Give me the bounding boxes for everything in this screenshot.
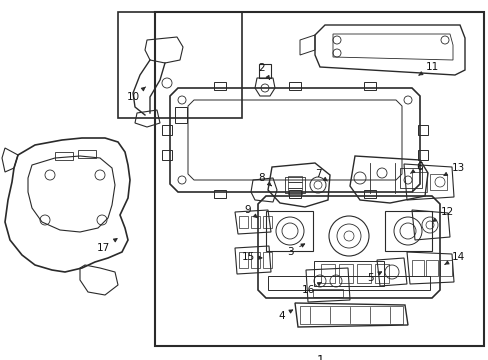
Bar (384, 211, 431, 251)
Bar (259, 64, 270, 78)
Bar (411, 260, 423, 276)
Bar (313, 261, 383, 286)
Bar (417, 150, 427, 160)
Bar (356, 264, 370, 283)
Bar (399, 168, 421, 188)
Bar (288, 190, 301, 198)
Bar (250, 252, 260, 268)
Text: 15: 15 (241, 252, 262, 262)
Bar (320, 264, 334, 283)
Bar (285, 177, 305, 193)
Bar (239, 216, 247, 228)
Bar (363, 190, 375, 198)
Bar (162, 150, 172, 160)
Bar (312, 289, 342, 297)
Text: 16: 16 (301, 282, 321, 295)
Bar (118, 12, 242, 118)
Text: 12: 12 (432, 207, 453, 221)
Bar (429, 174, 446, 190)
Text: 7: 7 (314, 169, 327, 181)
Bar (239, 252, 247, 268)
Text: 11: 11 (418, 62, 438, 75)
Text: 9: 9 (244, 205, 257, 218)
Bar (287, 182, 302, 188)
Bar (214, 190, 225, 198)
Bar (267, 276, 429, 290)
Bar (439, 260, 451, 276)
Bar (55, 152, 73, 160)
Bar (287, 176, 302, 182)
Bar (288, 82, 301, 90)
Bar (411, 172, 426, 192)
Bar (263, 252, 271, 268)
Text: 1: 1 (316, 354, 323, 360)
Text: 5: 5 (366, 272, 381, 283)
Bar (175, 107, 186, 123)
Text: 10: 10 (126, 87, 145, 102)
Text: 8: 8 (258, 173, 271, 186)
Bar (263, 216, 271, 228)
Text: 14: 14 (444, 252, 464, 264)
Text: 2: 2 (258, 63, 269, 80)
Bar (265, 211, 312, 251)
Bar (338, 264, 352, 283)
Bar (214, 82, 225, 90)
Text: 13: 13 (443, 163, 464, 175)
Bar (287, 188, 302, 194)
Bar (374, 264, 388, 283)
Bar (155, 12, 483, 346)
Bar (250, 216, 260, 228)
Bar (417, 125, 427, 135)
Bar (78, 150, 96, 158)
Bar (162, 125, 172, 135)
Text: 3: 3 (286, 244, 304, 257)
Text: 6: 6 (409, 162, 423, 174)
Bar (299, 306, 402, 324)
Text: 4: 4 (278, 310, 292, 321)
Bar (425, 260, 437, 276)
Bar (363, 82, 375, 90)
Text: 17: 17 (96, 239, 117, 253)
